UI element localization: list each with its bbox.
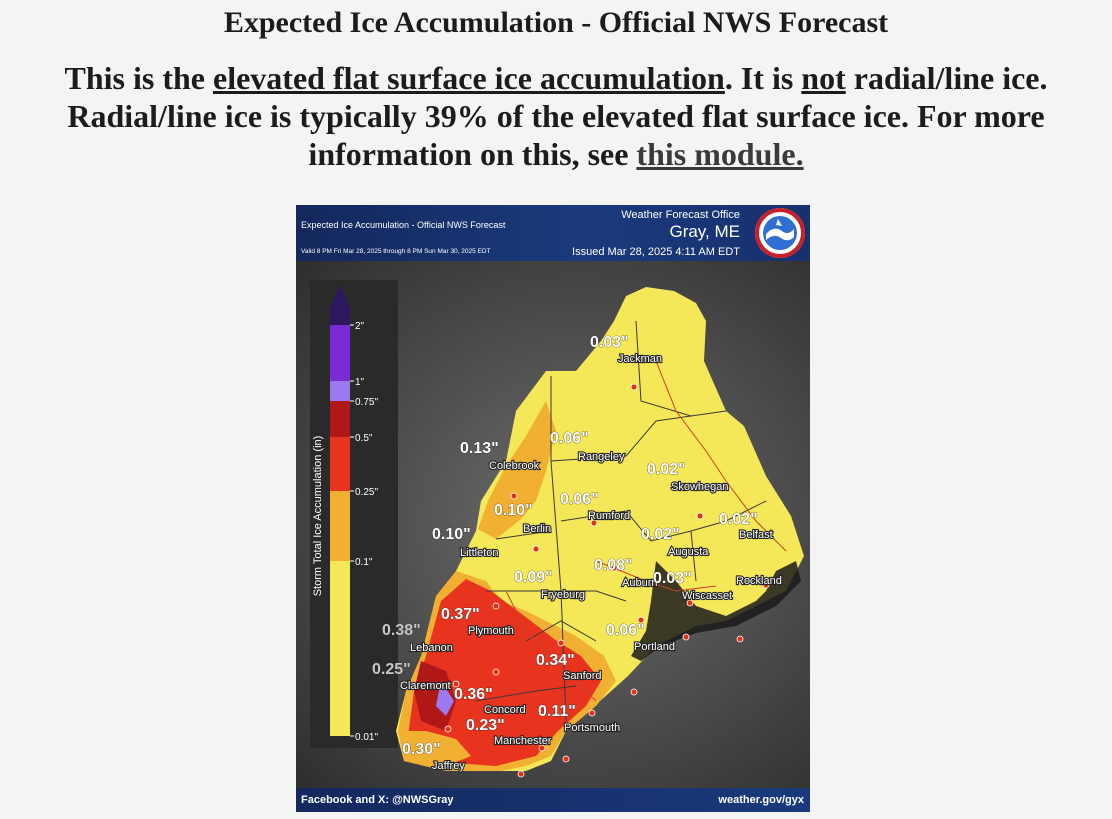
intro-emphasis-not: not [801,60,846,96]
map-footer-social: Facebook and X: @NWSGray [301,794,454,806]
city-jaffrey: Jaffrey [432,760,465,772]
legend-label-001: 0.01" [355,732,378,743]
legend-label-2: 2" [355,321,365,332]
amount-portsmouth: 0.11" [538,703,576,720]
amount-auburn: 0.08" [594,557,633,574]
amount-skowhegan: 0.02" [647,461,686,478]
amount-plymouth: 0.37" [441,606,480,623]
city-belfast: Belfast [739,529,773,541]
legend-label-1: 1" [355,377,365,388]
city-littleton: Littleton [460,547,499,559]
shade-red-south [408,579,601,766]
city-claremont: Claremont [400,680,451,692]
amount-littleton: 0.10" [432,526,471,543]
amount-fryeburg: 0.09" [514,569,553,586]
terrain-shading [396,287,804,771]
elevated-ice-link[interactable]: elevated flat surface ice accumulation [212,60,725,96]
shade-orange-colebrook [478,401,556,539]
legend-arrow [330,285,350,309]
legend-label-025: 0.25" [355,487,378,498]
intro-text-1: This is the [64,60,213,96]
map-canvas: 2" 1" 0.75" 0.5" 0.25" 0.1" 0.01" Storm … [310,280,804,778]
county-borders [475,320,767,722]
amount-concord: 0.36" [454,686,493,703]
amount-sanford: 0.34" [536,652,575,669]
shade-lavender-claremont [436,681,454,716]
intro-text-2: . It is [724,60,802,96]
map-office-label: Weather Forecast Office [621,209,740,221]
legend-band-over-2 [330,309,350,325]
city-portsmouth: Portsmouth [564,722,620,734]
city-auburn: Auburn [622,577,657,589]
amount-augusta: 0.02" [641,526,680,543]
city-dots [444,383,770,778]
ice-accumulation-map: Expected Ice Accumulation - Official NWS… [296,205,810,812]
amount-lebanon: 0.38" [382,622,421,639]
map-body: 2" 1" 0.75" 0.5" 0.25" 0.1" 0.01" Storm … [296,261,810,788]
legend-background [310,280,398,748]
city-portland: Portland [634,641,675,653]
map-header-title: Expected Ice Accumulation - Official NWS… [301,220,506,230]
legend-label-075: 0.75" [355,397,378,408]
city-colebrook: Colebrook [489,460,540,472]
city-plymouth: Plymouth [468,625,514,637]
shade-orange-jaffrey [406,731,471,766]
coastline-islands [631,561,801,661]
legend-band-025-to-05 [330,437,350,491]
amount-belfast: 0.02" [719,511,758,528]
amount-portland: 0.06" [606,622,645,639]
amount-jackman: 0.03" [590,334,629,351]
amount-rangeley: 0.06" [550,430,589,447]
map-footer-website: weather.gov/gyx [718,794,804,806]
legend: 2" 1" 0.75" 0.5" 0.25" 0.1" 0.01" Storm … [310,280,398,748]
amount-rumford: 0.06" [560,491,599,508]
city-berlin: Berlin [523,523,551,535]
amount-jaffrey: 0.30" [402,741,441,758]
amount-manchester: 0.23" [466,717,505,734]
city-rumford: Rumford [588,510,630,522]
city-jackman: Jackman [618,353,662,365]
map-office-location: Gray, ME [669,222,740,241]
city-manchester: Manchester [494,735,552,747]
map-valid-period: Valid 8 PM Fri Mar 28, 2025 through 8 PM… [301,248,491,255]
city-rangeley: Rangeley [578,451,625,463]
intro-text-3: radial/line ice. Radial/line ice is typi… [67,60,1048,172]
legend-axis-title: Storm Total Ice Accumulation (in) [312,436,324,597]
legend-band-1-to-2 [330,325,350,381]
city-augusta: Augusta [668,546,709,558]
legend-band-001-to-01 [330,561,350,736]
amount-berlin: 0.10" [494,502,533,519]
legend-label-05: 0.5" [355,433,373,444]
module-link[interactable]: this module. [636,136,804,172]
city-fryeburg: Fryeburg [541,589,585,601]
city-sanford: Sanford [563,670,602,682]
page-title: Expected Ice Accumulation - Official NWS… [223,6,889,39]
legend-band-05-to-075 [330,401,350,437]
nws-logo [755,208,805,258]
forecast-labels: 0.03" Jackman 0.13" Colebrook 0.06" Rang… [372,334,783,773]
roads [505,360,787,702]
legend-label-01: 0.1" [355,557,373,568]
city-concord: Concord [484,704,526,716]
amount-wiscasset: 0.03" [653,570,692,587]
city-lebanon: Lebanon [410,642,453,654]
map-issued-time: Issued Mar 28, 2025 4:11 AM EDT [572,246,740,258]
city-skowhegan: Skowhegan [671,481,729,493]
map-header: Expected Ice Accumulation - Official NWS… [296,205,810,261]
city-rockland: Rockland [736,575,782,587]
intro-paragraph: This is the elevated flat surface ice ac… [0,59,1112,173]
map-footer: Facebook and X: @NWSGray weather.gov/gyx [296,788,810,812]
amount-colebrook: 0.13" [460,440,499,457]
city-wiscasset: Wiscasset [682,590,732,602]
amount-claremont: 0.25" [372,661,411,678]
legend-band-075-to-1 [330,381,350,401]
legend-band-01-to-025 [330,491,350,561]
